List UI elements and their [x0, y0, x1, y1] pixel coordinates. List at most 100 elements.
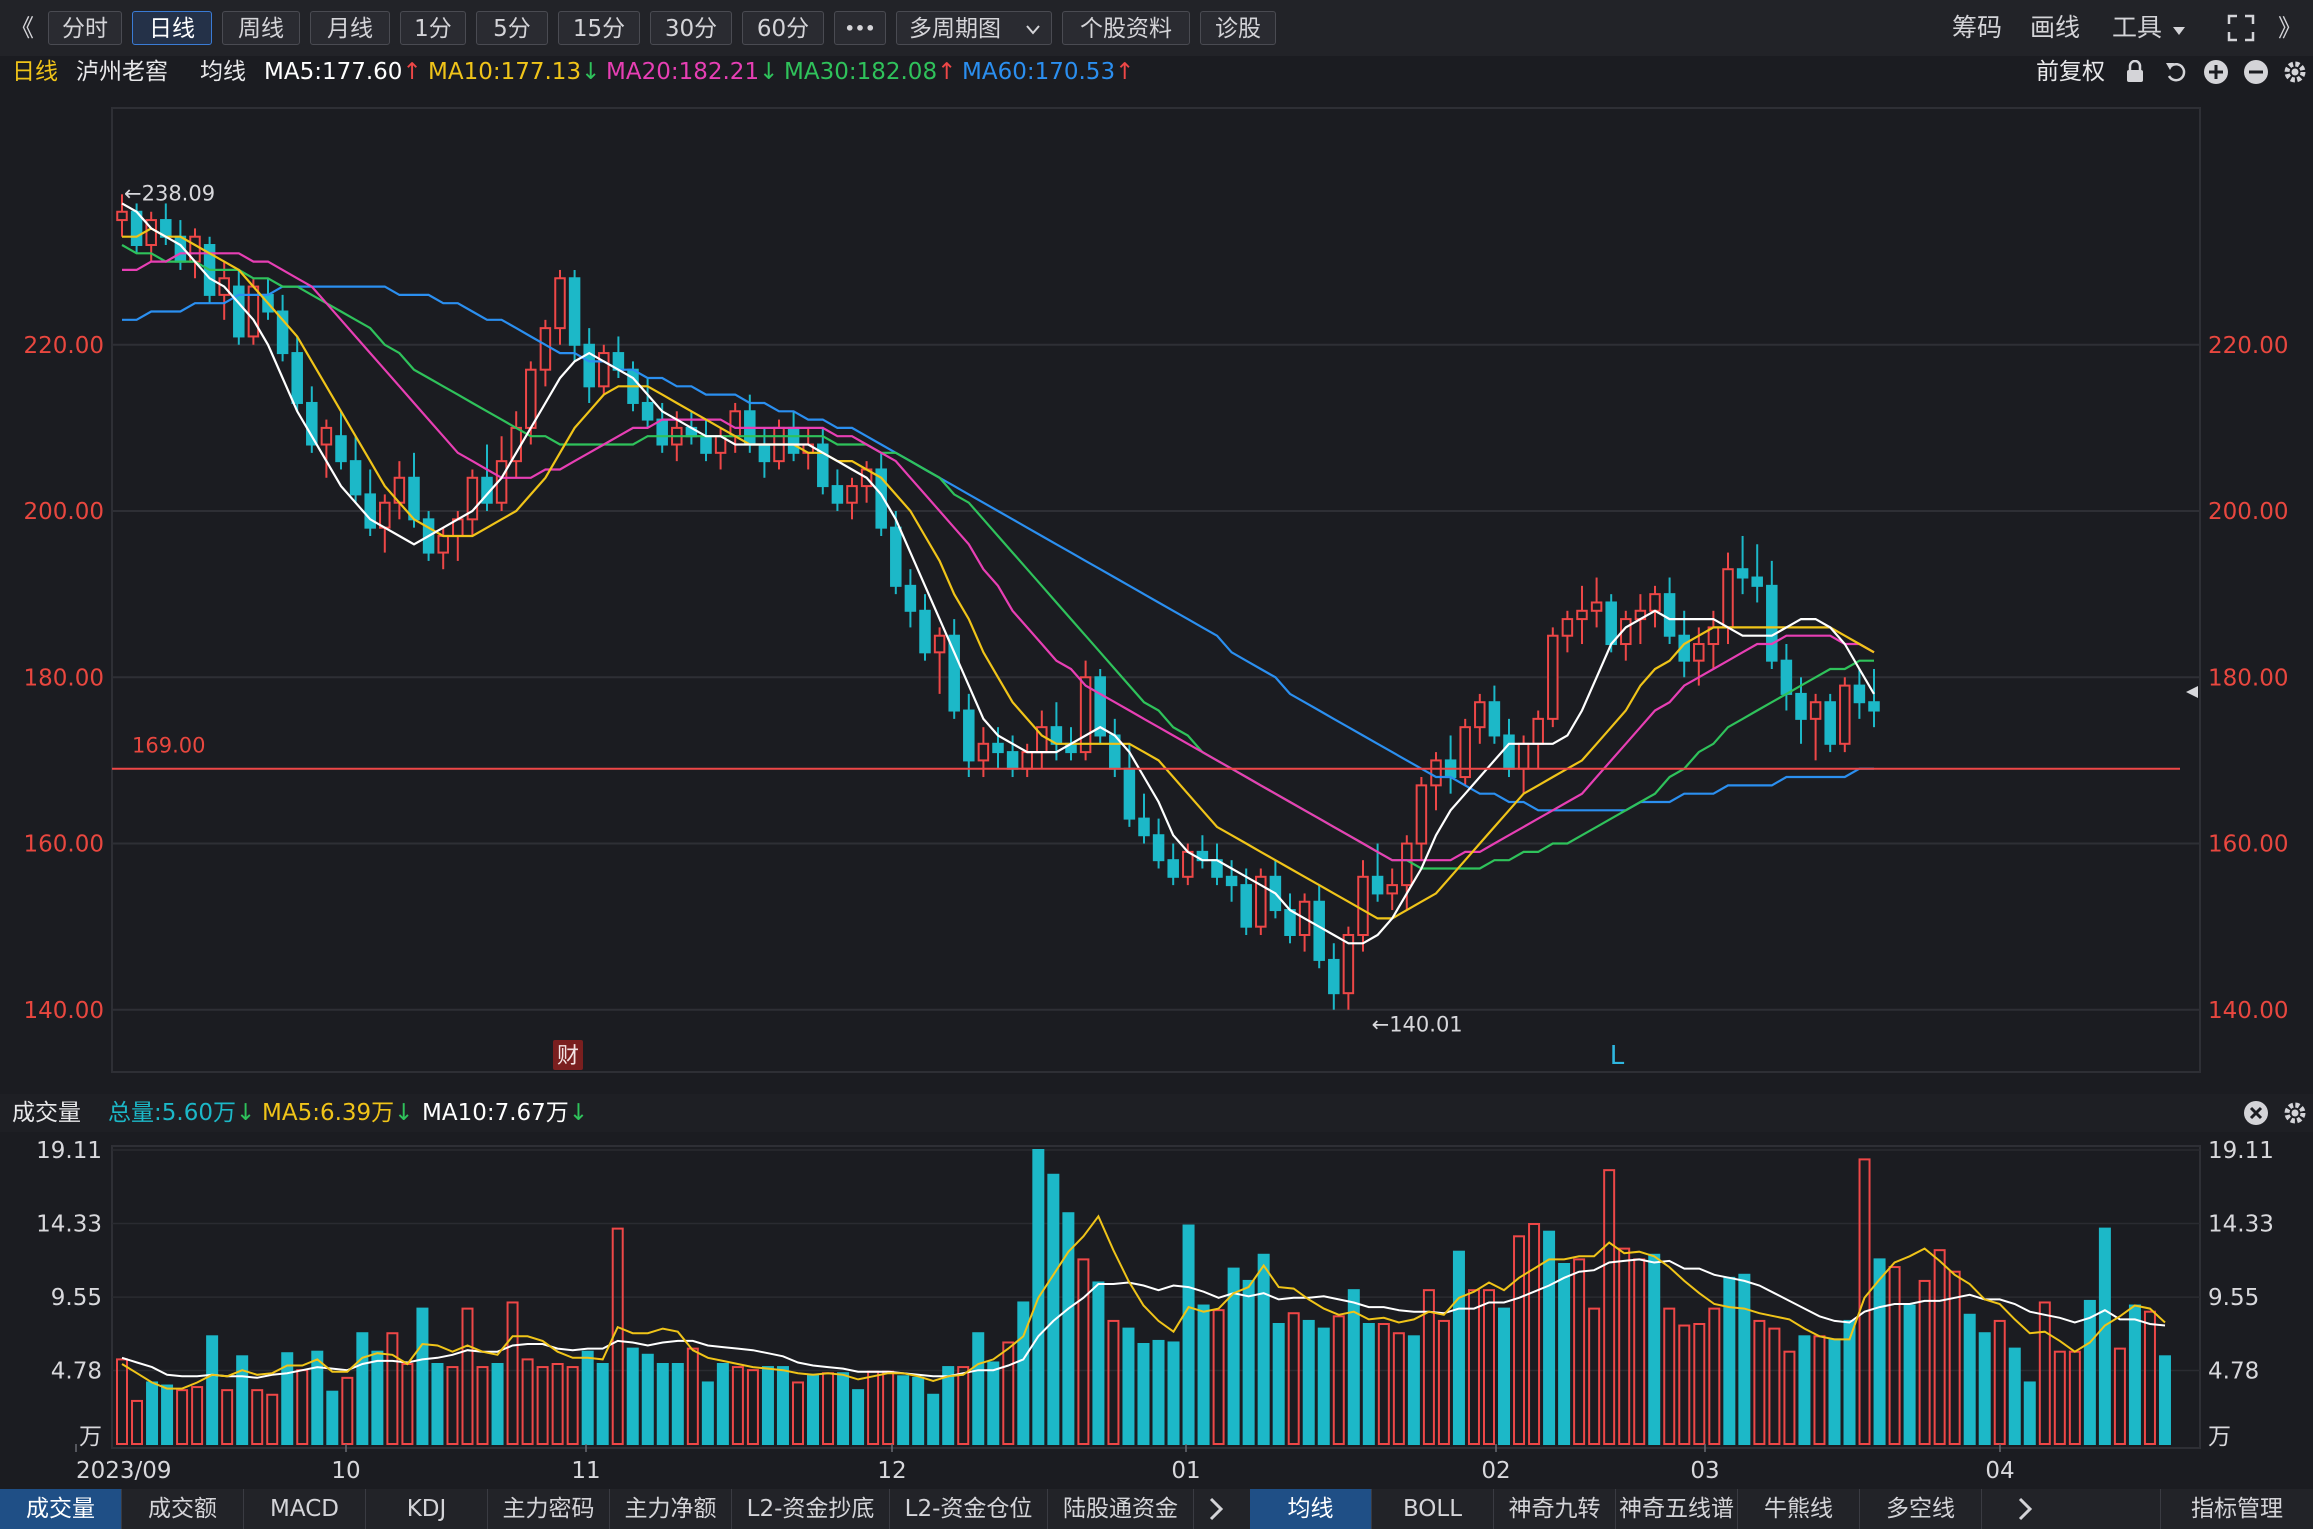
volume-bar	[536, 1366, 549, 1445]
indicator-tab[interactable]: 主力密码	[488, 1489, 610, 1529]
ma60-arrow-up-icon: ↑	[1115, 59, 1135, 85]
chips-button[interactable]: 筹码	[1952, 13, 2003, 42]
fullscreen-icon[interactable]	[2226, 13, 2256, 43]
volume-bar	[326, 1390, 339, 1446]
candle-body	[641, 401, 654, 421]
overlay-tab[interactable]: 均线	[1250, 1489, 1372, 1529]
tab-5min[interactable]: 5分	[476, 11, 548, 45]
volume-bar	[852, 1389, 865, 1445]
candle-body	[1138, 817, 1150, 837]
settings-gear-icon[interactable]	[2282, 59, 2308, 85]
candle-body	[466, 476, 479, 521]
date-axis-labels: 2023/09 10 11 12 01 02 03 04	[75, 1444, 2015, 1484]
volume-tick-right: 9.55	[2208, 1285, 2259, 1311]
date-tick-label: 04	[1985, 1458, 2014, 1484]
candlestick-chart[interactable]: 220.00 220.00 200.00 200.00 180.00 180.00 160.…	[0, 88, 2313, 1094]
volume-bar	[1603, 1169, 1616, 1446]
volume-bar	[776, 1366, 789, 1445]
tabs-scroll-right-icon[interactable]	[1206, 1496, 1226, 1522]
volume-bar	[596, 1363, 609, 1445]
indicator-tab[interactable]: 成交量	[0, 1489, 122, 1529]
volume-bar	[296, 1369, 309, 1445]
volume-bar	[1708, 1307, 1721, 1445]
overlay-tab[interactable]: 多空线	[1860, 1489, 1982, 1529]
volume-settings-gear-icon[interactable]	[2282, 1100, 2308, 1126]
candle-body	[1006, 751, 1019, 770]
volume-bars	[116, 1149, 2171, 1446]
volume-bar	[972, 1332, 985, 1446]
draw-line-button[interactable]: 画线	[2030, 13, 2081, 42]
collapse-left-button[interactable]: 《	[10, 14, 34, 42]
candle-body	[846, 485, 858, 504]
volume-bar	[746, 1369, 759, 1445]
overlay-tab[interactable]: 神奇五线谱	[1616, 1489, 1738, 1529]
candle-body	[1605, 601, 1617, 646]
tab-15min[interactable]: 15分	[558, 11, 640, 45]
candle-body	[1824, 701, 1836, 745]
tab-60min[interactable]: 60分	[742, 11, 824, 45]
volume-bar	[251, 1389, 264, 1445]
chart-type-label: 日线	[12, 59, 58, 85]
indicator-tab[interactable]: 成交额	[122, 1489, 244, 1529]
ma-label[interactable]: 均线	[200, 59, 246, 85]
zoom-in-icon[interactable]	[2203, 59, 2229, 85]
volume-bar	[1948, 1270, 1961, 1445]
undo-icon[interactable]	[2164, 60, 2188, 84]
volume-bar	[1768, 1327, 1781, 1445]
close-panel-icon[interactable]	[2243, 1100, 2269, 1126]
diagnose-button[interactable]: 诊股	[1200, 11, 1276, 45]
indicator-tab[interactable]: L2-资金抄底	[732, 1489, 890, 1529]
volume-tick-left: 万	[79, 1424, 102, 1450]
volume-bar	[1753, 1319, 1766, 1445]
tab-30min[interactable]: 30分	[650, 11, 732, 45]
overlay-tab[interactable]: 牛熊线	[1738, 1489, 1860, 1529]
indicator-manage-button[interactable]: 指标管理	[2160, 1489, 2313, 1529]
tools-button[interactable]: 工具	[2112, 11, 2186, 45]
candle-body	[1693, 643, 1705, 662]
volume-bar	[1558, 1263, 1571, 1445]
volume-bar	[476, 1366, 489, 1445]
candle-body	[875, 468, 887, 529]
collapse-right-button[interactable]: 》	[2278, 14, 2302, 42]
volume-title[interactable]: 成交量	[12, 1100, 81, 1126]
indicator-tab[interactable]: KDJ	[366, 1489, 488, 1529]
volume-bar	[1257, 1253, 1270, 1446]
adjust-mode-button[interactable]: 前复权	[2036, 59, 2105, 85]
multi-period-button[interactable]: 多周期图	[896, 11, 1052, 45]
volume-tick-left: 4.78	[51, 1358, 102, 1384]
volume-bar	[927, 1393, 940, 1445]
volume-bar	[2128, 1304, 2141, 1445]
volume-bar	[416, 1307, 429, 1445]
candle-body	[1853, 684, 1866, 704]
tab-weekly[interactable]: 周线	[222, 11, 300, 45]
lock-icon[interactable]	[2124, 60, 2146, 84]
stock-info-button[interactable]: 个股资料	[1062, 11, 1190, 45]
candle-body	[320, 426, 333, 446]
tab-daily[interactable]: 日线	[132, 11, 212, 45]
volume-tick-right: 19.11	[2208, 1138, 2274, 1164]
candle-body	[1488, 701, 1501, 737]
volume-ma10-line	[121, 1258, 2166, 1379]
volume-bar	[1227, 1267, 1240, 1445]
overlay-tab[interactable]: BOLL	[1372, 1489, 1494, 1529]
volume-chart[interactable]: 19.11 19.11 14.33 14.33 9.55 9.55 4.78 4.78 万 万 2…	[0, 1132, 2313, 1489]
multi-period-label: 多周期图	[909, 16, 1001, 42]
ma60-value: MA60:170.53↑	[962, 59, 1135, 85]
zoom-out-icon[interactable]	[2243, 59, 2269, 85]
more-periods-button[interactable]: •••	[834, 11, 886, 45]
volume-bar	[2083, 1299, 2096, 1445]
indicator-tab[interactable]: 陆股通资金	[1048, 1489, 1194, 1529]
indicator-tab[interactable]: MACD	[244, 1489, 366, 1529]
overlay-tabs-scroll-right-icon[interactable]	[2015, 1496, 2035, 1522]
volume-bar	[2038, 1301, 2051, 1445]
ma20-line	[122, 252, 1875, 862]
ma30-value: MA30:182.08↑	[784, 59, 957, 85]
indicator-tab[interactable]: 主力净额	[610, 1489, 732, 1529]
stock-name[interactable]: 泸州老窖	[76, 59, 168, 85]
tab-monthly[interactable]: 月线	[310, 11, 390, 45]
tab-1min[interactable]: 1分	[400, 11, 466, 45]
tab-intraday[interactable]: 分时	[48, 11, 122, 45]
price-tick-left: 160.00	[24, 832, 104, 858]
indicator-tab[interactable]: L2-资金仓位	[890, 1489, 1048, 1529]
overlay-tab[interactable]: 神奇九转	[1494, 1489, 1616, 1529]
